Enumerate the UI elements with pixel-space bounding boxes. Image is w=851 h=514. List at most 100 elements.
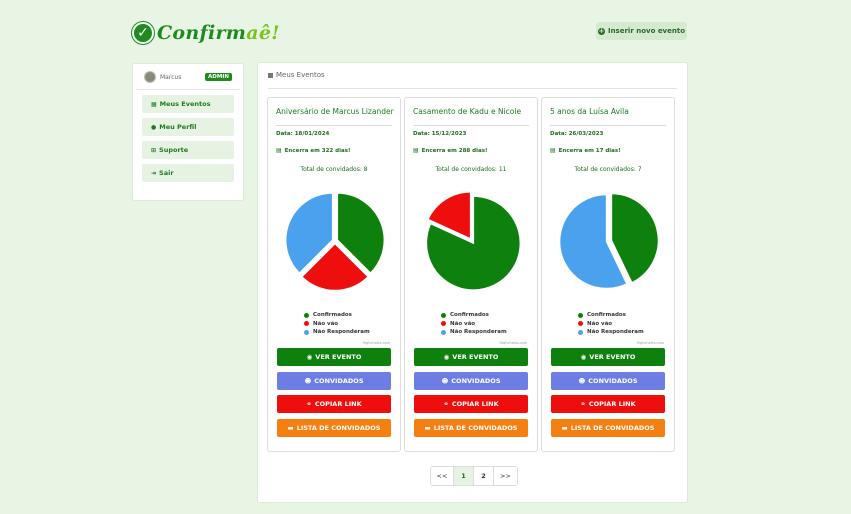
page-next-button[interactable]: >>	[494, 467, 517, 485]
view-event-button[interactable]: ◉ VER EVENTO	[277, 348, 391, 366]
list-icon	[268, 72, 273, 78]
event-title: Casamento de Kadu e Nicole	[413, 107, 522, 116]
legend-item-no-response[interactable]: Não Responderam	[441, 328, 507, 337]
copy-link-button[interactable]: ⚭ COPIAR LINK	[414, 395, 528, 413]
legend-dot	[441, 329, 446, 335]
copy-link-button[interactable]: ⚭ COPIAR LINK	[277, 395, 391, 413]
legend-dot	[304, 312, 309, 318]
pie-slice-no-response[interactable]	[284, 192, 334, 275]
main-panel: Meus Eventos Aniversário de Marcus Lizan…	[257, 62, 688, 503]
sidebar: Marcus ADMIN ▦ Meus Eventos ● Meu Perfil…	[132, 63, 244, 201]
legend-dot	[304, 321, 309, 327]
chart-credits[interactable]: Highcharts.com	[362, 341, 390, 345]
users-icon: ☻	[304, 377, 312, 385]
user-row: Marcus ADMIN	[136, 64, 240, 90]
guest-total: Total de convidados: 8	[300, 166, 368, 173]
pie-slice-declined[interactable]	[300, 242, 370, 292]
page-2-button[interactable]: 2	[474, 467, 494, 485]
guest-total: Total de convidados: 11	[435, 166, 507, 173]
event-card: Casamento de Kadu e Nicole Data: 15/12/2…	[404, 97, 538, 452]
view-event-button[interactable]: ◉ VER EVENTO	[414, 348, 528, 366]
event-countdown: ▤ Encerra em 288 dias!	[413, 147, 488, 154]
pagination: << 1 2 >>	[430, 466, 518, 486]
legend-dot	[578, 321, 583, 327]
pie-slice-no-response[interactable]	[558, 193, 628, 290]
chart-legend: Confirmados Não vão Não Responderam	[441, 311, 507, 337]
page-title: Meus Eventos	[268, 71, 325, 79]
calendar-icon: ▤	[550, 147, 556, 154]
event-title: Aniversário de Marcus Lizander	[276, 107, 394, 116]
guest-list-button[interactable]: ▬ LISTA DE CONVIDADOS	[277, 419, 391, 437]
legend-dot	[578, 312, 583, 318]
event-card: Aniversário de Marcus Lizander Data: 18/…	[267, 97, 401, 452]
sidebar-item-sair[interactable]: ⇥ Sair	[142, 164, 234, 182]
legend-item-declined[interactable]: Não vão	[304, 320, 370, 329]
sidebar-item-label: Meus Eventos	[159, 100, 211, 108]
legend-item-declined[interactable]: Não vão	[441, 320, 507, 329]
event-card: 5 anos da Luísa Avila Data: 26/03/2023 ▤…	[541, 97, 675, 452]
sidebar-item-meus-eventos[interactable]: ▦ Meus Eventos	[142, 95, 234, 113]
event-countdown: ▤ Encerra em 322 dias!	[276, 147, 351, 154]
legend-item-no-response[interactable]: Não Responderam	[304, 328, 370, 337]
plus-circle-icon: +	[597, 26, 605, 35]
eye-icon: ◉	[306, 353, 313, 361]
check-icon: ✓	[132, 22, 154, 44]
sidebar-item-label: Suporte	[159, 146, 189, 154]
chart-credits[interactable]: Highcharts.com	[499, 341, 527, 345]
pie-slice-confirmed[interactable]	[610, 192, 660, 284]
chart-legend: Confirmados Não vão Não Responderam	[578, 311, 644, 337]
guest-total: Total de convidados: 7	[574, 166, 642, 173]
event-date: Data: 18/01/2024	[276, 131, 330, 137]
calendar-icon: ▤	[276, 147, 282, 154]
event-date: Data: 15/12/2023	[413, 131, 467, 137]
view-event-button[interactable]: ◉ VER EVENTO	[551, 348, 665, 366]
guest-list-button[interactable]: ▬ LISTA DE CONVIDADOS	[414, 419, 528, 437]
divider	[550, 125, 666, 126]
event-countdown: ▤ Encerra em 17 dias!	[550, 147, 621, 154]
legend-item-no-response[interactable]: Não Responderam	[578, 328, 644, 337]
guests-button[interactable]: ☻ CONVIDADOS	[277, 372, 391, 390]
list-alt-icon: ▬	[287, 424, 294, 432]
rsvp-pie-chart	[425, 191, 522, 291]
divider	[413, 125, 529, 126]
pie-slice-confirmed[interactable]	[336, 192, 386, 275]
link-icon: ⚭	[580, 400, 586, 408]
admin-badge: ADMIN	[205, 73, 232, 81]
legend-item-declined[interactable]: Não vão	[578, 320, 644, 329]
page-prev-button[interactable]: <<	[431, 467, 454, 485]
user-name: Marcus	[160, 73, 182, 81]
divider	[276, 125, 392, 126]
chart-legend: Confirmados Não vão Não Responderam	[304, 311, 370, 337]
legend-item-confirmed[interactable]: Confirmados	[304, 311, 370, 320]
list-icon: ▦	[151, 100, 157, 108]
chart-credits[interactable]: Highcharts.com	[636, 341, 664, 345]
event-title: 5 anos da Luísa Avila	[550, 107, 629, 116]
legend-item-confirmed[interactable]: Confirmados	[441, 311, 507, 320]
eye-icon: ◉	[443, 353, 450, 361]
page-1-button[interactable]: 1	[454, 467, 474, 485]
link-icon: ⚭	[306, 400, 312, 408]
sidebar-item-meu-perfil[interactable]: ● Meu Perfil	[142, 118, 234, 136]
calendar-icon: ▤	[413, 147, 419, 154]
app-logo[interactable]: ✓ Confirmaê!	[132, 22, 280, 44]
sidebar-item-suporte[interactable]: ⊞ Suporte	[142, 141, 234, 159]
eye-icon: ◉	[580, 353, 587, 361]
sidebar-menu: ▦ Meus Eventos ● Meu Perfil ⊞ Suporte ⇥ …	[133, 90, 243, 182]
plus-square-icon: ⊞	[151, 146, 157, 154]
link-icon: ⚭	[443, 400, 449, 408]
divider	[268, 88, 677, 89]
pie-slice-confirmed[interactable]	[425, 195, 522, 291]
pie-slice-declined[interactable]	[426, 191, 472, 241]
rsvp-pie-chart	[558, 192, 660, 290]
guest-list-button[interactable]: ▬ LISTA DE CONVIDADOS	[551, 419, 665, 437]
rsvp-pie-chart	[284, 192, 386, 292]
logout-icon: ⇥	[151, 169, 157, 177]
new-event-button[interactable]: + Inserir novo evento	[596, 22, 687, 40]
copy-link-button[interactable]: ⚭ COPIAR LINK	[551, 395, 665, 413]
logo-text: Confirmaê!	[157, 22, 280, 44]
new-event-label: Inserir novo evento	[607, 27, 686, 35]
legend-item-confirmed[interactable]: Confirmados	[578, 311, 644, 320]
legend-dot	[578, 329, 583, 335]
guests-button[interactable]: ☻ CONVIDADOS	[414, 372, 528, 390]
guests-button[interactable]: ☻ CONVIDADOS	[551, 372, 665, 390]
